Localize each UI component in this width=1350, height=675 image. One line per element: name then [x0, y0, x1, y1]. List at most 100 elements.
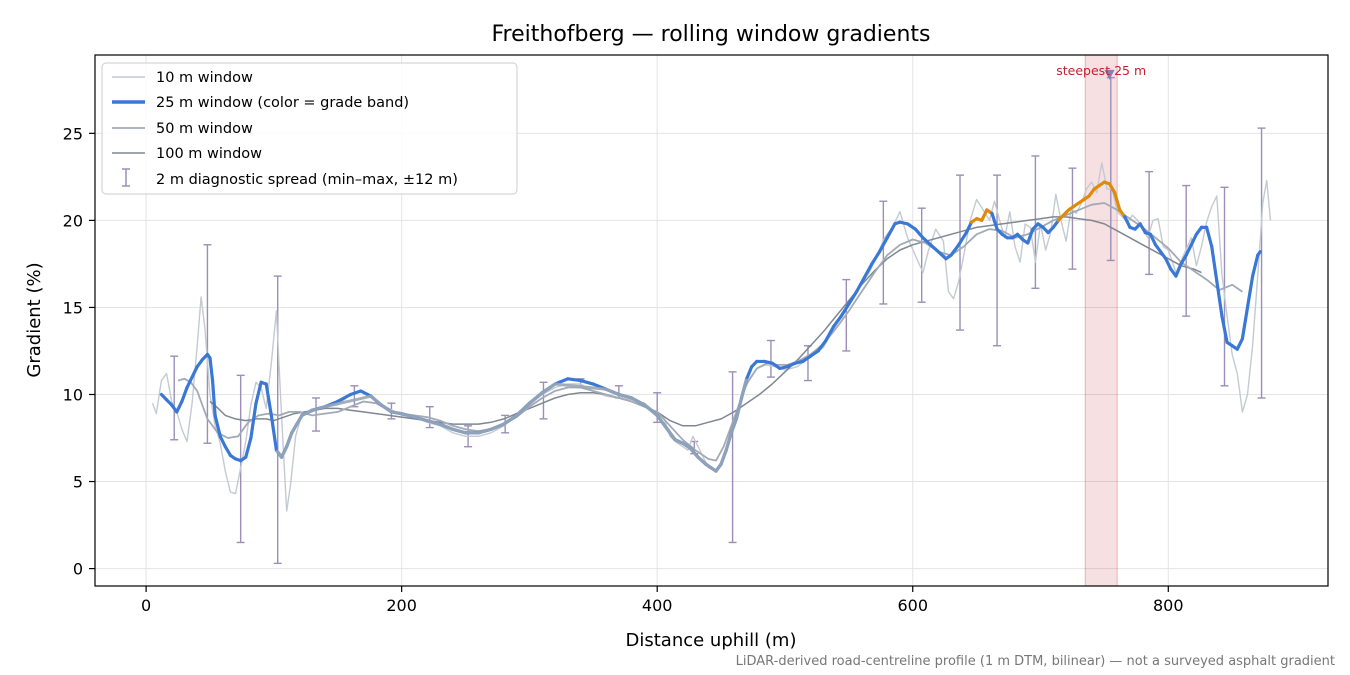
- legend-label-100m: 100 m window: [156, 146, 262, 162]
- error-bar: [879, 200, 888, 305]
- series-25m-segment: [1113, 190, 1122, 212]
- axis-ticks: 0 200 400 600 800 0 5 10 15 20 25: [63, 124, 1184, 615]
- error-bar: [1220, 186, 1229, 387]
- series-25m-segment: [1235, 337, 1244, 351]
- error-bar: [539, 381, 548, 420]
- series-25m-segment: [913, 227, 925, 240]
- error-bar: [1031, 155, 1040, 289]
- series-25m-segment: [1220, 314, 1229, 344]
- legend-label-10m: 10 m window: [156, 70, 253, 86]
- error-bar: [766, 339, 775, 378]
- series-25m-segment: [1251, 253, 1260, 278]
- series-25m-segment: [1240, 305, 1250, 341]
- series-25m-segment: [208, 356, 215, 383]
- series-25m-segment: [847, 290, 859, 306]
- series-25m-segment: [269, 413, 279, 452]
- series-25m-segment: [578, 378, 595, 386]
- series-25m-segment: [190, 365, 199, 379]
- series-25m-segment: [862, 262, 874, 280]
- series-25m-segment: [1256, 250, 1262, 257]
- chart-title: Freithofberg — rolling window gradients: [491, 22, 930, 47]
- series-25m-segment: [218, 434, 227, 449]
- y-tick-label: 15: [63, 298, 83, 317]
- steepest-highlight: [1084, 54, 1118, 587]
- legend-swatch-errorbar: [122, 168, 130, 187]
- series-lines: [151, 162, 1272, 512]
- series-25m-segment: [249, 401, 258, 440]
- series-25m-segment: [921, 236, 933, 247]
- legend-label-50m: 50 m window: [156, 121, 253, 137]
- x-tick-label: 200: [386, 596, 417, 615]
- series-25m-segment: [936, 250, 948, 261]
- footnote: LiDAR-derived road-centreline profile (1…: [736, 654, 1335, 669]
- series-25m-segment: [1184, 243, 1193, 257]
- y-tick-label: 5: [73, 473, 83, 492]
- series-25m-segment: [1123, 215, 1132, 229]
- series-25m-segment: [1148, 232, 1158, 247]
- series-25m-segment: [210, 378, 217, 417]
- steepest-marker: [1104, 69, 1115, 80]
- series-25m-segment: [957, 230, 969, 247]
- series-25m-segment: [870, 250, 882, 266]
- series-50m-line: [177, 202, 1243, 462]
- series-25m-segment: [1174, 262, 1183, 278]
- series-25m-segment: [1138, 222, 1147, 235]
- series-25m-segment: [1179, 253, 1188, 266]
- series-25m-segment: [223, 445, 233, 458]
- x-axis-label: Distance uphill (m): [626, 630, 797, 651]
- error-bar: [956, 174, 965, 331]
- y-tick-label: 20: [63, 211, 83, 230]
- error-bar: [917, 207, 926, 303]
- legend-label-errorbar: 2 m diagnostic spread (min–max, ±12 m): [156, 172, 458, 188]
- legend: 10 m window 25 m window (color = grade b…: [101, 62, 518, 195]
- series-25m-segment: [831, 314, 843, 329]
- legend-box: [101, 62, 518, 195]
- error-bar: [993, 174, 1002, 347]
- series-25m-segment: [824, 324, 836, 343]
- series-10m-line: [151, 162, 1272, 512]
- series-25m-segment: [1164, 257, 1173, 271]
- series-25m-segment: [990, 211, 999, 231]
- x-tick-label: 400: [642, 596, 673, 615]
- error-bar: [1106, 76, 1115, 262]
- series-25m-segment: [1205, 225, 1214, 249]
- series-25m-segment: [254, 380, 263, 405]
- y-tick-label: 10: [63, 385, 83, 404]
- series-25m-segment: [949, 243, 961, 257]
- series-25m-segment: [929, 243, 940, 254]
- series-25m-segment: [1215, 279, 1224, 318]
- error-bar: [1145, 170, 1154, 276]
- series-25m-segment: [816, 338, 828, 353]
- error-bar: [1257, 127, 1266, 399]
- series-25m-segment: [180, 385, 189, 404]
- series-25m-segment: [244, 436, 253, 459]
- series-25m-segment: [566, 377, 583, 383]
- series-25m-segment: [745, 365, 754, 381]
- series-25m-segment: [1245, 274, 1255, 310]
- steepest-annotation: steepest 25 m: [1056, 63, 1146, 78]
- error-bar: [203, 244, 212, 444]
- x-tick-label: 800: [1153, 596, 1184, 615]
- series-25m-segment: [185, 375, 194, 390]
- series-25m-segment: [839, 302, 851, 318]
- error-bar: [728, 371, 737, 544]
- series-25m-segment: [1107, 182, 1117, 195]
- series-25m-segment: [964, 220, 974, 235]
- x-tick-label: 600: [897, 596, 928, 615]
- series-25m-gentle-overlay: [275, 378, 749, 473]
- plot-frame: [94, 54, 1329, 587]
- legend-label-25m: 25 m window (color = grade band): [156, 95, 409, 111]
- series-25m-segment: [854, 276, 866, 294]
- series-25m-segment: [1189, 232, 1198, 247]
- error-bar: [170, 355, 179, 441]
- series-25m-segment: [213, 413, 222, 438]
- series-25m-segment: [348, 389, 363, 397]
- y-tick-label: 25: [63, 124, 83, 143]
- series-25m-segment: [980, 208, 989, 222]
- y-axis-label: Gradient (%): [24, 262, 45, 377]
- series-25m-segment: [1210, 244, 1219, 283]
- steepest-25m-band: [1084, 54, 1118, 587]
- y-tick-label: 0: [73, 560, 83, 579]
